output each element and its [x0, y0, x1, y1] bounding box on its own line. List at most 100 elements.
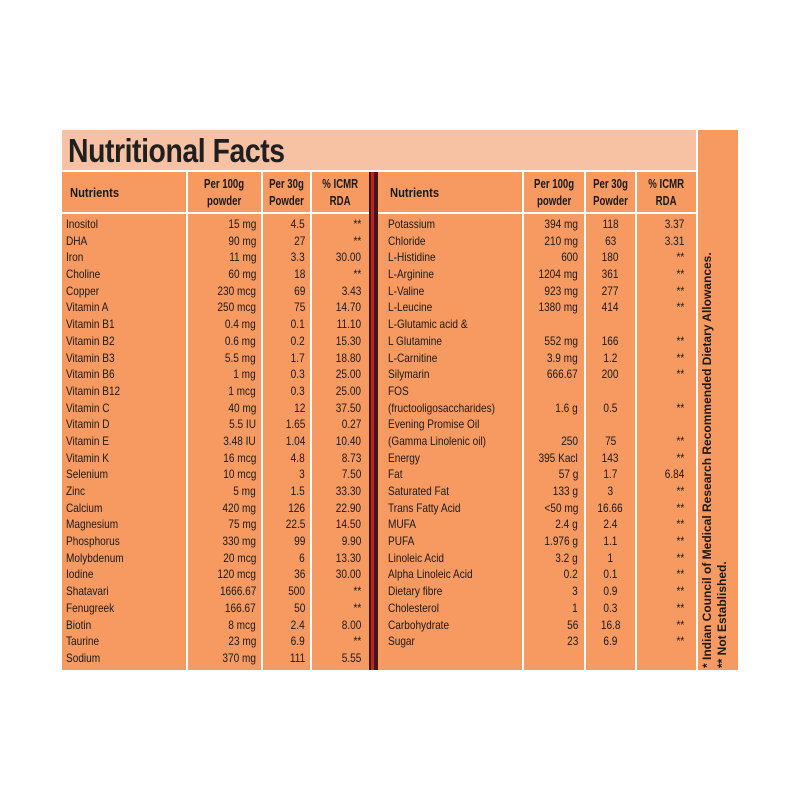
- nutrient-name: Magnesium: [66, 517, 119, 532]
- per30-value: 6: [299, 550, 305, 565]
- per100-value: 370 mg: [222, 650, 256, 665]
- per30-value: 277: [602, 283, 619, 298]
- rda-value: 14.70: [335, 300, 361, 315]
- per100-value: 40 mg: [227, 400, 256, 415]
- nutrient-name: Chloride: [388, 233, 426, 248]
- rda-value: **: [353, 600, 361, 615]
- rda-value: 10.40: [335, 433, 361, 448]
- rda-value: 3.37: [664, 217, 684, 231]
- footnote: * Indian Council of Medical Research Rec…: [700, 128, 730, 668]
- rda-value: **: [676, 350, 684, 365]
- rda-value: **: [353, 584, 361, 599]
- rda-value: 14.50: [335, 517, 361, 532]
- nutrient-name: Cholesterol: [388, 600, 439, 615]
- per100-value: 1204 mg: [538, 267, 578, 282]
- nutrient-name: Evening Promise Oil: [388, 417, 480, 432]
- per30-value: 0.5: [603, 400, 618, 415]
- rda-value: 25.00: [335, 383, 361, 398]
- per100-value: 210 mg: [544, 233, 578, 248]
- column-separator: [522, 172, 524, 670]
- rda-value: **: [676, 367, 684, 382]
- nutrient-name: Vitamin B2: [66, 333, 115, 348]
- nutrient-name: Vitamin B12: [66, 383, 121, 398]
- rda-value: [637, 416, 684, 433]
- per100-value: 120 mcg: [217, 567, 256, 582]
- rda-value: [637, 316, 684, 333]
- per30-value: 200: [602, 367, 619, 382]
- rda-value: 18.80: [335, 350, 361, 365]
- per100-value: 2.4 g: [555, 517, 578, 532]
- nutrient-name: PUFA: [388, 534, 415, 549]
- column-separator: [310, 172, 312, 670]
- rda-value: 7.50: [341, 467, 361, 482]
- per30-value: 75: [293, 300, 305, 315]
- nutrient-name: Vitamin E: [66, 433, 109, 448]
- per100-value: <50 mg: [544, 500, 578, 515]
- per30-value: [586, 416, 635, 433]
- right-per30-column: 118 63 180 361 277 414 166 1.2 200 0.5 75 143 1.7 3 16…: [586, 216, 635, 650]
- per30-value: [586, 383, 635, 400]
- rda-value: 25.00: [335, 367, 361, 382]
- right-rda-column: 3.37 3.31 ** ** ** ** ** ** ** ** ** ** 6.84 ** ** ** **…: [637, 216, 684, 650]
- per100-value: 666.67: [547, 367, 578, 382]
- rda-value: **: [676, 333, 684, 348]
- rda-value: 33.30: [335, 484, 361, 498]
- nutrient-name: Choline: [66, 267, 101, 282]
- per30-value: 2.4: [290, 617, 305, 632]
- rda-value: **: [676, 484, 684, 498]
- rda-value: **: [676, 250, 684, 265]
- nutrient-name: L-Histidine: [388, 250, 436, 265]
- nutrient-name: Carbohydrate: [388, 617, 450, 632]
- per100-value: 420 mg: [222, 500, 256, 515]
- per30-value: 1.7: [290, 350, 305, 365]
- per30-value: 0.3: [290, 383, 305, 398]
- rda-value: **: [676, 634, 684, 649]
- per30-value: 0.2: [290, 333, 305, 348]
- nutrient-name: Vitamin K: [66, 450, 109, 465]
- nutrient-name: L Glutamine: [388, 333, 442, 348]
- nutrient-name: Zinc: [66, 484, 86, 498]
- rda-value: 3.31: [664, 233, 684, 248]
- rda-value: **: [676, 567, 684, 582]
- per100-value: 0.6 mg: [225, 333, 256, 348]
- nutrient-name: Fenugreek: [66, 600, 115, 615]
- per100-value: 0.4 mg: [225, 317, 256, 332]
- column-separator: [635, 172, 637, 670]
- header-rda-right: % ICMR RDA: [648, 176, 685, 208]
- nutrient-name: DHA: [66, 233, 88, 248]
- rda-value: 30.00: [335, 250, 361, 265]
- nutrient-name: Energy: [388, 450, 420, 465]
- rda-value: **: [676, 534, 684, 549]
- per30-value: 1.2: [603, 350, 618, 365]
- per100-value: 0.2: [563, 567, 578, 582]
- nutrient-name: Calcium: [66, 500, 103, 515]
- nutrient-name: Vitamin D: [66, 417, 110, 432]
- per100-value: 60 mg: [227, 267, 256, 282]
- per30-value: 50: [293, 600, 305, 615]
- nutrient-name: Potassium: [388, 217, 436, 231]
- rda-value: **: [676, 433, 684, 448]
- nutrition-panel: Nutritional Facts Nutrients Per 100g powd…: [62, 130, 738, 670]
- per30-value: 500: [288, 584, 305, 599]
- per30-value: 166: [602, 333, 619, 348]
- per100-value: [524, 383, 578, 400]
- per30-value: 4.8: [290, 450, 305, 465]
- per100-value: 394 mg: [544, 217, 578, 231]
- per100-value: 230 mcg: [217, 283, 256, 298]
- nutrient-name: Fat: [388, 467, 403, 482]
- per100-value: 1380 mg: [538, 300, 578, 315]
- nutrient-name: L-Glutamic acid &: [388, 317, 468, 332]
- per100-value: 3.9 mg: [547, 350, 578, 365]
- rda-value: **: [676, 500, 684, 515]
- rda-value: **: [353, 634, 361, 649]
- per30-value: 16.66: [597, 500, 624, 515]
- per30-value: 75: [604, 433, 617, 448]
- header-per30-right: Per 30g Powder: [593, 176, 628, 208]
- nutrient-name: L-Carnitine: [388, 350, 438, 365]
- panel-separator: [696, 130, 698, 670]
- per100-value: 5.5 mg: [225, 350, 256, 365]
- per30-value: 6.9: [603, 634, 618, 649]
- nutrient-name: Linoleic Acid: [388, 550, 445, 565]
- per30-value: 3: [607, 484, 614, 498]
- per30-value: 126: [288, 500, 305, 515]
